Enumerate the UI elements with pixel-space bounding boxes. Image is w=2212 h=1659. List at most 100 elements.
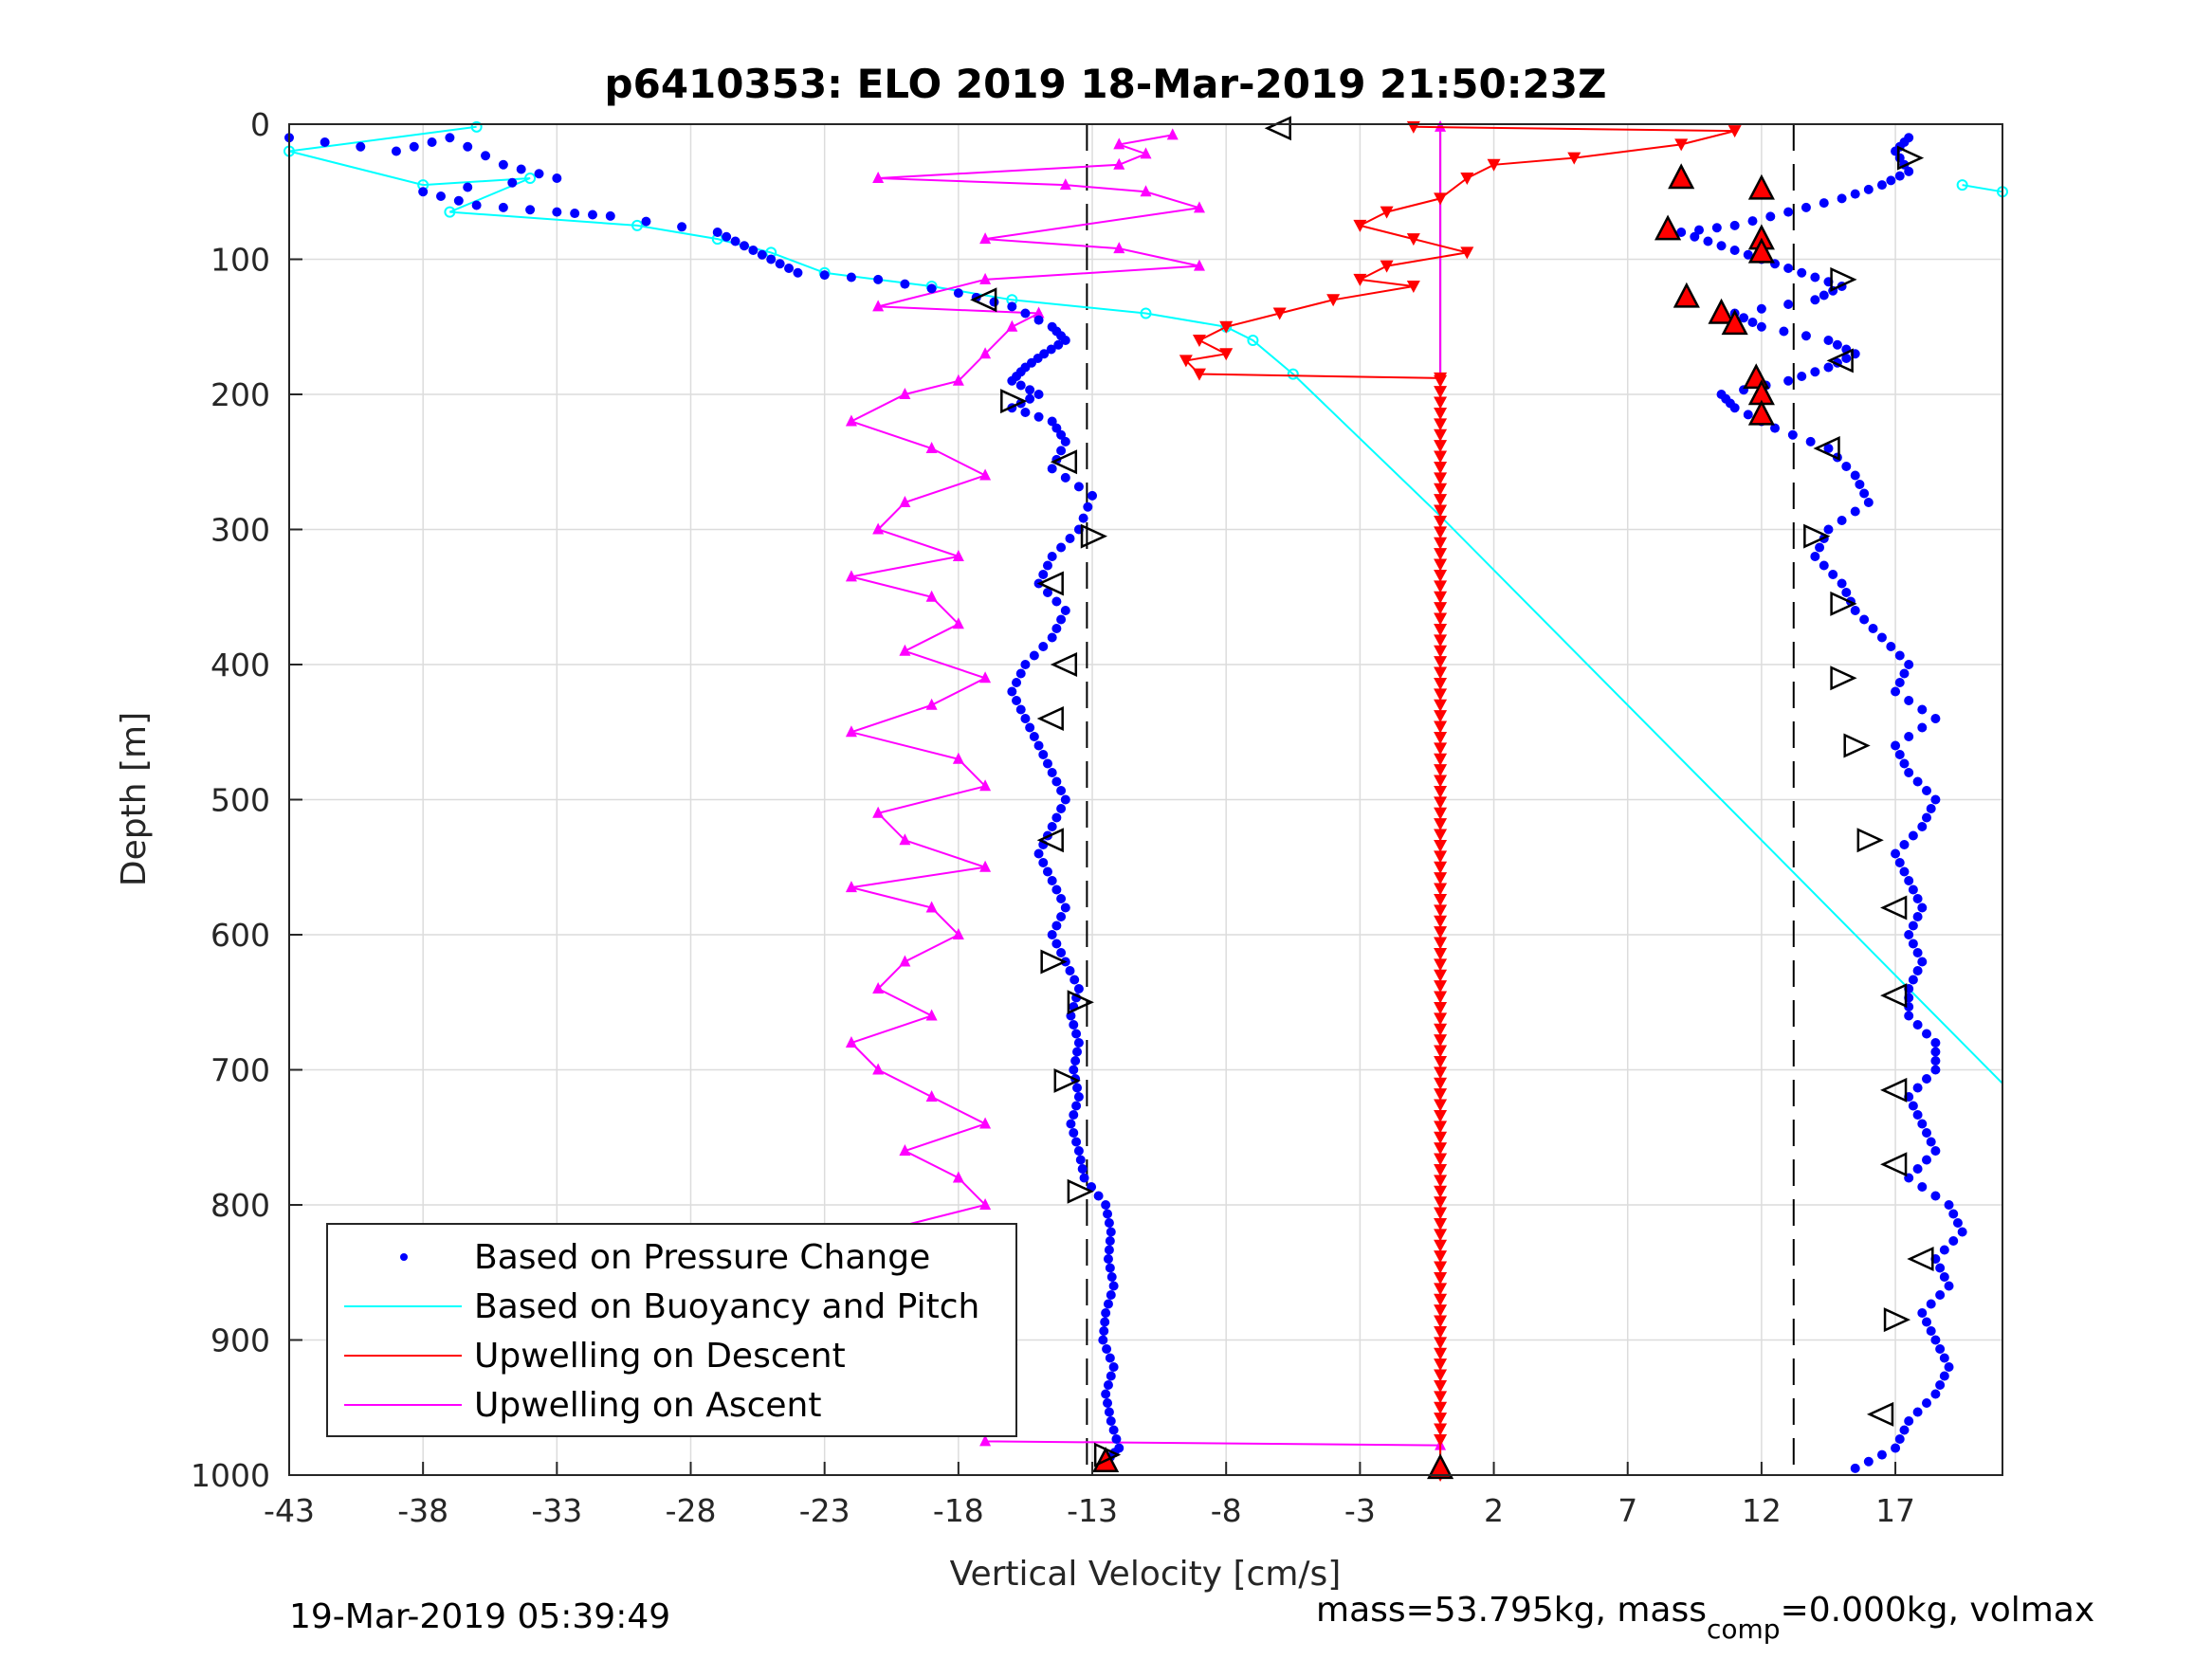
heading-triangle-marker: [1067, 1178, 1094, 1204]
red-triangle-marker: [1427, 1453, 1454, 1480]
pressure-point: [1099, 1326, 1109, 1336]
x-tick-label: 17: [1875, 1492, 1915, 1529]
pressure-point: [1029, 650, 1039, 661]
pressure-point: [516, 164, 526, 174]
pressure-point: [1904, 660, 1914, 669]
descent-point: [1460, 173, 1474, 185]
heading-triangle-marker: [1053, 1067, 1081, 1093]
x-tick-label: -38: [397, 1492, 448, 1529]
descent-point: [1728, 125, 1742, 138]
pressure-point: [1935, 1290, 1946, 1300]
ascent-point: [872, 1063, 885, 1075]
x-tick-label: -13: [1067, 1492, 1118, 1529]
pressure-point: [1908, 830, 1918, 841]
series-descent: [1179, 120, 1742, 1482]
pressure-point: [1101, 1389, 1111, 1399]
pressure-point: [1071, 1029, 1082, 1039]
pressure-point: [1012, 696, 1022, 705]
x-tick-label: -23: [799, 1492, 850, 1529]
descent-point: [1434, 699, 1448, 712]
x-axis-label: Vertical Velocity [cm/s]: [950, 1555, 1342, 1594]
pressure-point: [1917, 722, 1928, 733]
pressure-point: [1104, 1245, 1114, 1255]
pressure-point: [1056, 948, 1067, 957]
pressure-point: [1930, 714, 1941, 723]
heading-triangle-marker: [1036, 706, 1064, 731]
pressure-point: [1912, 1110, 1923, 1120]
pressure-point: [1912, 966, 1923, 975]
pressure-point: [1015, 704, 1026, 715]
pressure-point: [1783, 264, 1794, 273]
ascent-point: [925, 1009, 938, 1021]
heading-triangle-marker: [1830, 266, 1857, 292]
ascent-point: [1435, 119, 1447, 132]
pressure-point: [1922, 786, 1932, 795]
descent-point: [1434, 1413, 1448, 1426]
pressure-point: [1093, 1191, 1104, 1201]
pressure-point: [1859, 614, 1870, 625]
pressure-point: [1103, 1299, 1113, 1309]
pressure-point: [1020, 408, 1031, 417]
descent-point: [1434, 1304, 1448, 1318]
descent-point: [1434, 1391, 1448, 1404]
descent-point: [1434, 1379, 1448, 1393]
legend-swatch-pressure: [400, 1253, 408, 1261]
ascent-point: [979, 860, 992, 872]
pressure-point: [1071, 1137, 1082, 1147]
pressure-point: [1868, 624, 1878, 633]
descent-point: [1434, 764, 1448, 777]
ascent-point: [979, 1117, 992, 1129]
pressure-point: [1103, 1209, 1113, 1219]
red-triangle-marker: [1721, 309, 1748, 336]
descent-point: [1567, 152, 1581, 165]
y-tick-label: 500: [210, 782, 270, 819]
y-tick-label: 700: [210, 1052, 270, 1089]
buoyancy-line-ascent: [1962, 184, 2003, 193]
pressure-point: [471, 200, 482, 210]
descent-point: [1434, 1131, 1448, 1144]
pressure-point: [1073, 1146, 1084, 1156]
pressure-point: [1069, 1065, 1079, 1075]
pressure-point: [1952, 1218, 1963, 1228]
x-tick-label: -3: [1344, 1492, 1376, 1529]
x-tick-label: -43: [264, 1492, 315, 1529]
pressure-point: [1939, 1371, 1949, 1381]
descent-point: [1434, 418, 1448, 431]
pressure-point: [1106, 1416, 1116, 1426]
heading-triangle-marker: [1813, 436, 1840, 461]
pressure-point: [1020, 714, 1031, 723]
descent-point: [1434, 1207, 1448, 1220]
pressure-point: [1783, 207, 1794, 217]
pressure-point: [1797, 267, 1807, 278]
pressure-point: [1894, 1434, 1905, 1444]
pressure-point: [775, 259, 785, 269]
pressure-point: [1060, 472, 1070, 483]
descent-point: [1434, 818, 1448, 831]
pressure-point: [1904, 768, 1914, 777]
descent-point: [1434, 1337, 1448, 1350]
pressure-point: [1944, 1281, 1954, 1291]
pressure-point: [587, 210, 597, 220]
heading-triangle-marker: [1050, 652, 1078, 677]
ascent-point: [925, 590, 938, 602]
pressure-point: [463, 141, 473, 152]
pressure-point: [1922, 1317, 1932, 1327]
descent-point: [1434, 839, 1448, 852]
heading-triangle-marker: [1883, 1307, 1911, 1333]
heading-triangle-marker: [1050, 449, 1078, 475]
pressure-point: [1930, 1146, 1941, 1156]
descent-point: [1434, 504, 1448, 518]
footer-mass-prefix: mass=53.795kg, mass: [1316, 1591, 1707, 1630]
pressure-point: [846, 272, 856, 283]
pressure-point: [1025, 385, 1035, 395]
descent-point: [1434, 883, 1448, 896]
pressure-point: [1930, 794, 1941, 805]
pressure-point: [1930, 1065, 1941, 1075]
ascent-point: [925, 442, 938, 453]
descent-point: [1380, 260, 1394, 273]
pressure-point: [1033, 740, 1044, 751]
ascent-point: [899, 388, 911, 399]
descent-point: [1434, 1196, 1448, 1210]
pressure-point: [1876, 180, 1887, 191]
heading-triangle-marker: [1036, 828, 1064, 853]
